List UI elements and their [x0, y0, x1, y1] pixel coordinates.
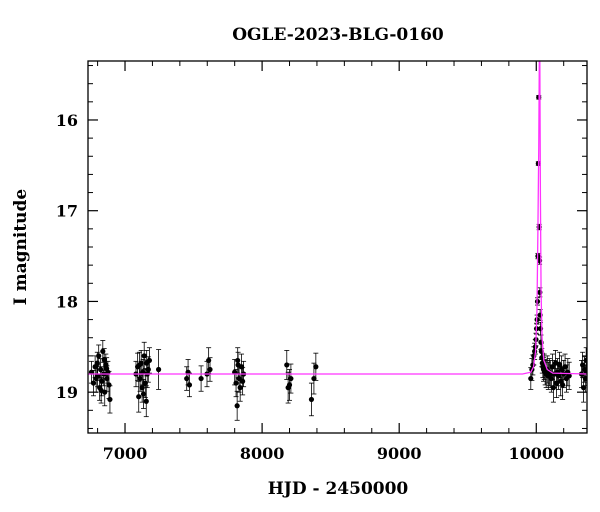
data-point [90, 380, 97, 386]
data-point [286, 382, 293, 388]
data-point [235, 357, 241, 364]
data-point [107, 396, 113, 403]
data-point [140, 391, 147, 397]
data-point [98, 366, 104, 373]
plot-frame [87, 60, 588, 434]
data-point [104, 365, 110, 372]
model-curve [88, 61, 587, 375]
data-point [288, 375, 294, 382]
data-point [184, 375, 190, 382]
data-point [233, 380, 239, 386]
data-point [101, 356, 107, 363]
data-layer [88, 94, 587, 421]
x-tick-label: 7000 [103, 444, 148, 463]
model-layer [88, 61, 587, 375]
data-point [186, 382, 193, 388]
data-point [240, 378, 246, 384]
data-point [94, 360, 100, 366]
data-point [234, 403, 240, 409]
data-point [96, 353, 102, 359]
data-point [98, 387, 104, 393]
data-point [313, 364, 319, 370]
y-tick-label: 16 [56, 111, 78, 130]
y-tick-label: 18 [56, 292, 78, 311]
data-point [144, 360, 150, 366]
data-point [559, 382, 566, 388]
data-point [237, 385, 243, 391]
data-point [566, 373, 572, 379]
data-point [582, 375, 587, 382]
data-point [198, 375, 204, 382]
data-point [143, 398, 149, 404]
x-tick-label: 8000 [240, 444, 285, 463]
data-point [141, 353, 147, 359]
data-point [580, 362, 586, 368]
data-point [580, 385, 587, 391]
data-point [556, 362, 563, 368]
data-point [136, 362, 143, 368]
chart-title: OGLE-2023-BLG-0160 [232, 25, 444, 45]
y-tick-label: 19 [56, 383, 78, 402]
data-point [308, 396, 315, 403]
data-point [207, 366, 213, 373]
x-tick-label: 9000 [377, 444, 422, 463]
data-point [284, 362, 290, 368]
y-axis-label: I magnitude [11, 189, 31, 306]
x-tick-label: 10000 [508, 444, 564, 463]
tick-labels: 7000 8000 9000 10000 16 17 18 19 [56, 111, 564, 463]
data-point [106, 382, 112, 388]
data-point [311, 375, 317, 382]
data-point [583, 357, 587, 364]
data-point [156, 366, 162, 373]
data-point [99, 378, 105, 384]
data-point [136, 394, 142, 400]
data-point [100, 348, 106, 354]
data-point [532, 348, 538, 354]
data-point [206, 357, 212, 364]
data-point [549, 364, 556, 370]
axis-ticks [88, 61, 587, 433]
y-tick-label: 17 [56, 202, 78, 221]
x-axis-label: HJD - 2450000 [268, 479, 409, 499]
